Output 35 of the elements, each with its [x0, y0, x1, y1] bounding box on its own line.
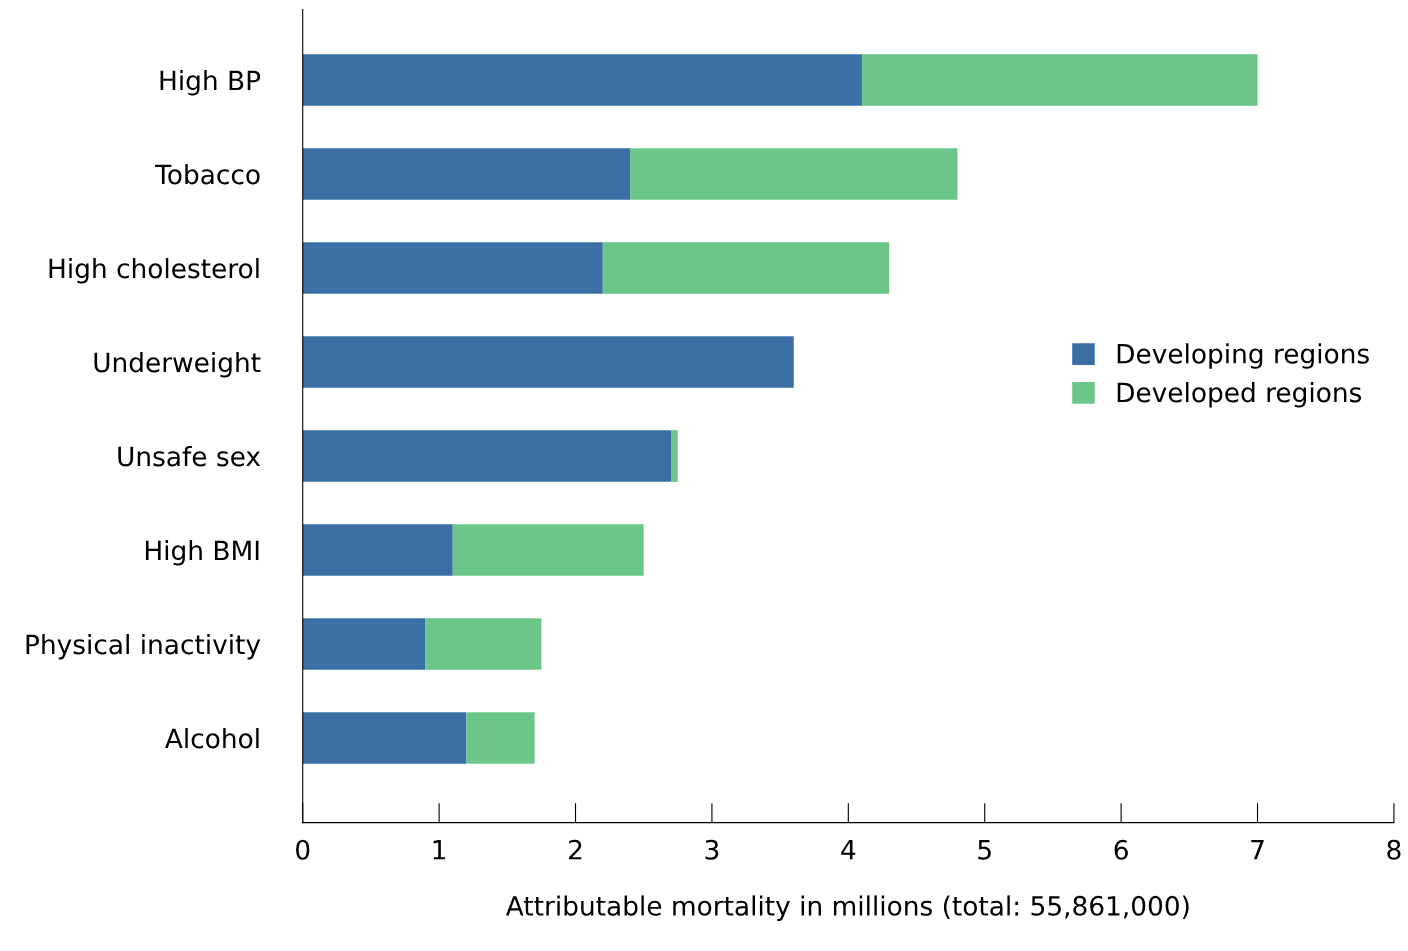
- y-tick-label: High cholesterol: [49, 257, 259, 284]
- y-tick-label: Unsafe sex: [118, 445, 261, 467]
- legend-label: Developed regions: [1117, 382, 1362, 408]
- x-tick-label: 4: [841, 840, 856, 860]
- y-tick-label: High BP: [160, 69, 261, 96]
- y-tick-label: Alcohol: [165, 727, 259, 749]
- x-tick-label: 1: [433, 840, 446, 860]
- x-tick-label: 8: [1387, 839, 1401, 860]
- bar: [302, 54, 862, 106]
- legend-label: Developing regions: [1117, 343, 1369, 369]
- x-axis-title: Attributable mortality in millions (total: 55,861,000): [505, 895, 1189, 921]
- bar: [302, 524, 453, 576]
- bar: [425, 618, 542, 670]
- y-tick-label: High BMI: [145, 539, 259, 566]
- x-tick-label: 7: [1251, 840, 1264, 860]
- bar: [302, 712, 467, 764]
- bar: [302, 242, 603, 294]
- y-tick-label: Underweight: [94, 351, 261, 378]
- bar: [630, 148, 958, 200]
- bar: [861, 54, 1258, 106]
- x-tick-label: 5: [978, 840, 991, 860]
- x-tick-label: 0: [296, 839, 310, 860]
- bar: [302, 336, 794, 388]
- bar: [302, 430, 671, 482]
- bar: [466, 712, 535, 764]
- x-tick-label: 6: [1114, 839, 1128, 860]
- bar: [302, 618, 426, 670]
- bar: [671, 430, 678, 482]
- bar: [452, 524, 644, 576]
- x-tick-label: 3: [705, 839, 719, 860]
- y-tick-label: Physical inactivity: [26, 633, 261, 660]
- x-tick-label: 2: [569, 839, 582, 860]
- bar: [302, 148, 631, 200]
- y-tick-label: Tobacco: [155, 163, 260, 185]
- bar: [602, 242, 890, 294]
